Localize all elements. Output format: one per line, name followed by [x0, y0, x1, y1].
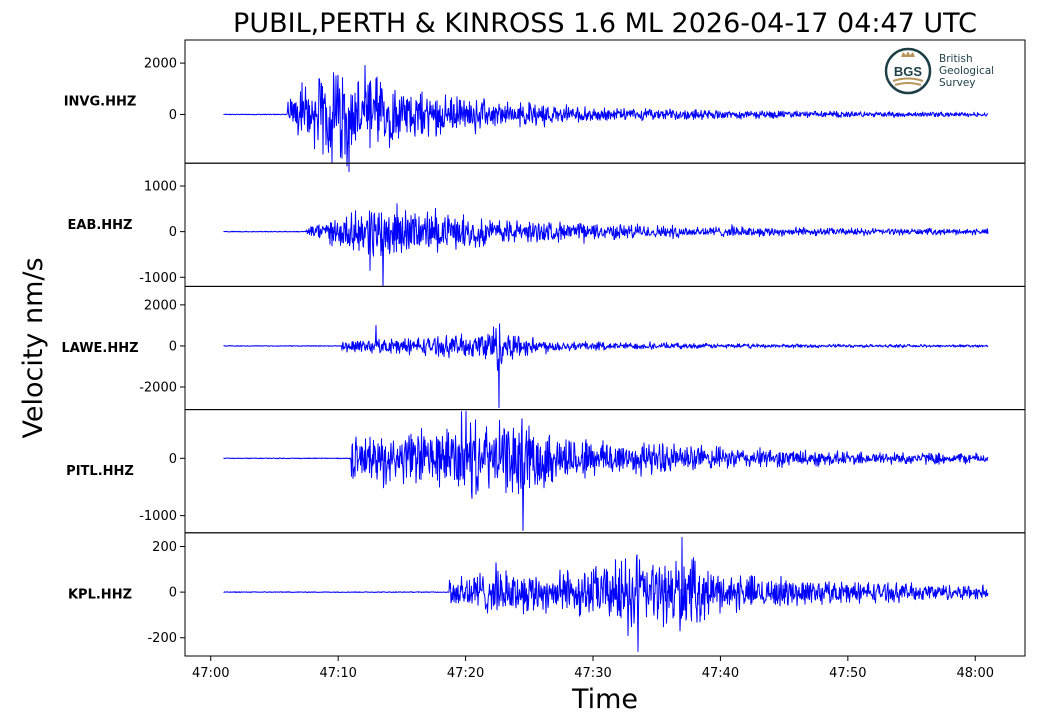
bgs-logo: BGS British Geological Survey [884, 47, 994, 95]
y-tick-label: -1000 [139, 271, 177, 286]
panel-frame [184, 409, 1026, 534]
panel-frame [184, 162, 1026, 287]
y-tick-label: -2000 [139, 381, 177, 396]
panel-frame [184, 532, 1026, 657]
waveform-trace [223, 203, 989, 287]
waveform-trace [223, 536, 989, 652]
y-tick-label: 1000 [144, 180, 177, 195]
station-label: EAB.HHZ [68, 218, 133, 233]
bgs-logo-line-1: British [939, 53, 973, 65]
y-tick-label: -1000 [139, 509, 177, 524]
waveform-trace [223, 65, 989, 173]
x-tick-label: 47:20 [447, 666, 484, 681]
y-tick-label: -200 [147, 631, 177, 646]
station-label: LAWE.HHZ [61, 341, 138, 356]
panels: INVG.HHZ20000EAB.HHZ10000-1000LAWE.HHZ20… [61, 39, 1026, 657]
bgs-logo-line-2: Geological [939, 65, 994, 77]
x-axis: 47:00 47:10 47:20 47:30 47:40 47:50 48:00 [192, 656, 994, 681]
x-axis-label: Time [571, 684, 638, 715]
x-tick-label: 47:30 [574, 666, 611, 681]
x-tick-label: 48:00 [957, 666, 994, 681]
x-tick-label: 47:10 [319, 666, 356, 681]
station-label: PITL.HHZ [66, 464, 134, 479]
y-tick-label: 0 [169, 108, 177, 123]
y-tick-label: 0 [169, 339, 177, 354]
waveform-trace [223, 410, 989, 531]
x-tick-label: 47:40 [702, 666, 739, 681]
station-label: INVG.HHZ [64, 95, 137, 110]
y-tick-label: 0 [169, 586, 177, 601]
y-tick-label: 2000 [144, 298, 177, 313]
seismogram-panel: PITL.HHZ 0 -1000 [66, 409, 1026, 534]
waveform-trace [223, 323, 989, 408]
x-tick-label: 47:50 [829, 666, 866, 681]
y-tick-label: 0 [169, 452, 177, 467]
seismogram-panel: KPL.HHZ 200 0 -200 [68, 532, 1026, 657]
y-axis-label: Velocity nm/s [18, 257, 49, 438]
seismogram-panel: LAWE.HHZ 2000 0 -2000 [61, 285, 1026, 411]
seismogram-panel: EAB.HHZ 1000 0 -1000 [68, 162, 1026, 287]
y-tick-label: 2000 [144, 57, 177, 72]
station-label: KPL.HHZ [68, 587, 132, 602]
bgs-logo-mark: BGS [894, 64, 923, 79]
y-tick-label: 0 [169, 225, 177, 240]
x-tick-label: 47:00 [192, 666, 229, 681]
bgs-logo-crown-icon [901, 51, 915, 57]
bgs-logo-ring [884, 47, 932, 95]
chart-title: PUBIL,PERTH & KINROSS 1.6 ML 2026-04-17 … [233, 8, 977, 39]
seismogram-panel: INVG.HHZ 2000 0 [64, 39, 1026, 173]
bgs-logo-strata-icon [892, 77, 924, 86]
y-tick-label: 200 [152, 540, 177, 555]
bgs-logo-line-3: Survey [939, 77, 976, 89]
